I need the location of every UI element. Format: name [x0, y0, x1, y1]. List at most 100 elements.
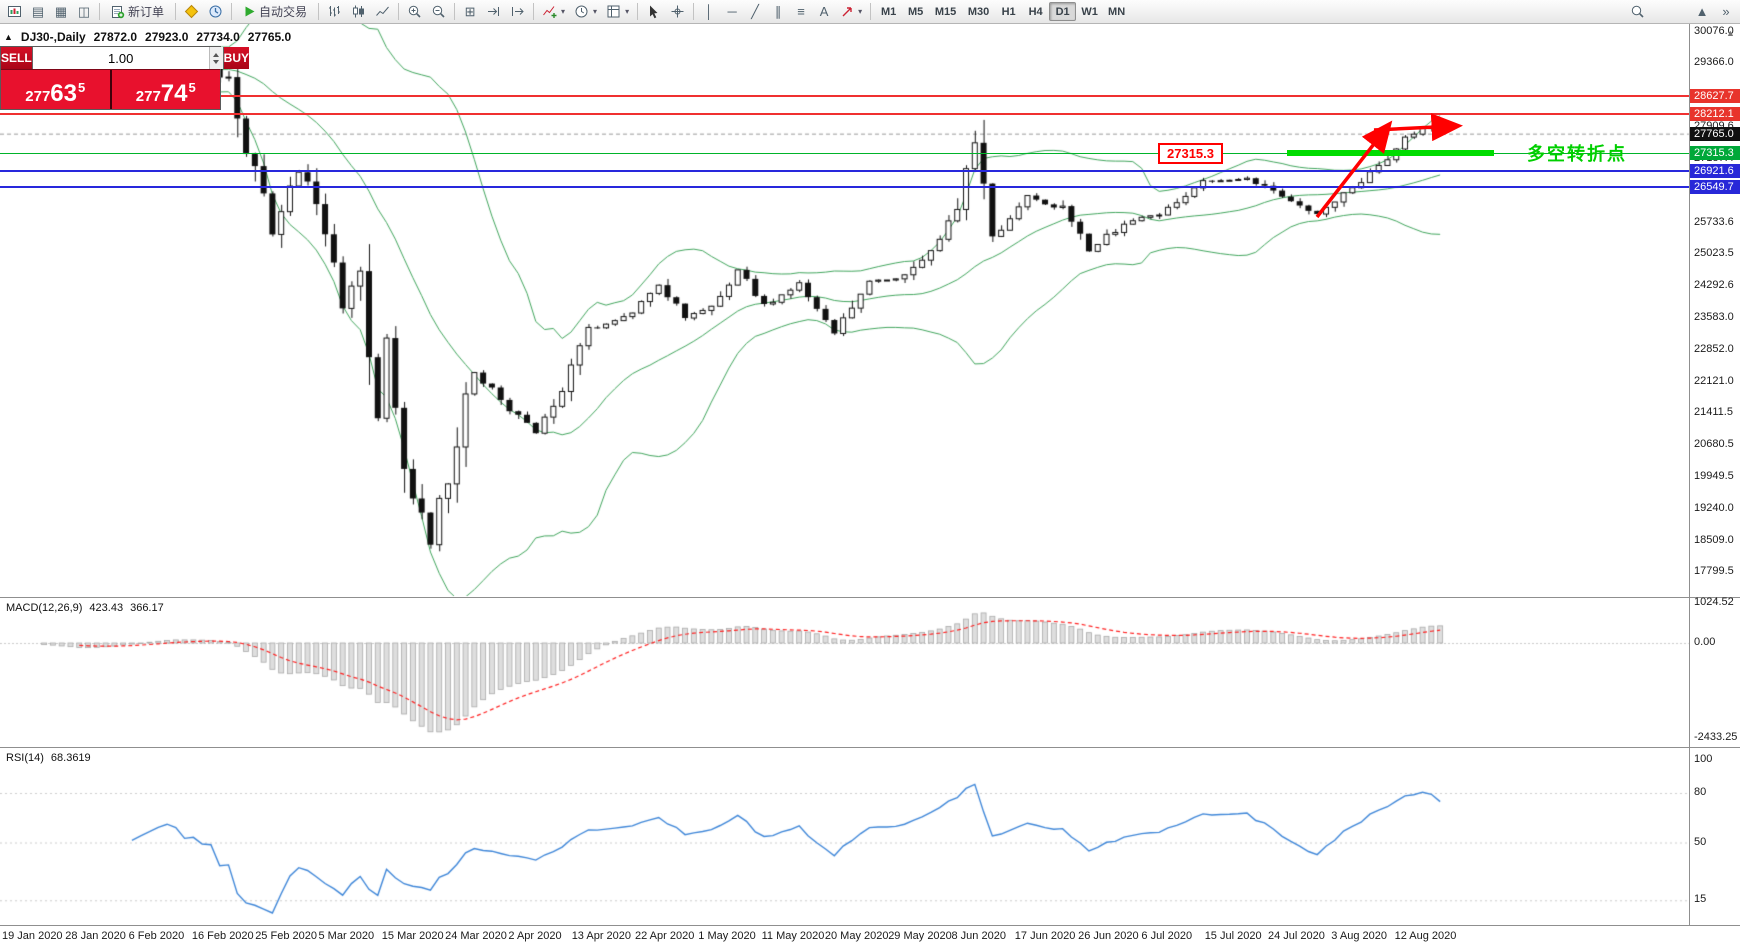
tile-windows-button[interactable]: ⊞ [459, 1, 481, 22]
templates-button[interactable]: ▾ [602, 1, 633, 22]
date-axis-label[interactable]: 20 May 2020 [824, 930, 889, 942]
date-axis-label[interactable]: 25 Feb 2020 [255, 930, 317, 942]
date-axis-label[interactable]: 8 Jun 2020 [951, 930, 1006, 942]
market-watch-button[interactable]: ▦ [50, 1, 72, 22]
macd-rsi-separator[interactable] [0, 747, 1740, 748]
date-axis-label[interactable]: 6 Jul 2020 [1141, 930, 1193, 942]
buy-price[interactable]: 277 74 5 [112, 70, 221, 109]
oct-toggle-icon[interactable]: ▲ [4, 32, 13, 42]
date-axis-label[interactable]: 26 Jun 2020 [1078, 930, 1139, 942]
indicators-button[interactable]: ▾ [538, 1, 569, 22]
new-order-button[interactable]: 新订单 [104, 1, 171, 22]
date-axis-label[interactable]: 24 Jul 2020 [1268, 930, 1325, 942]
volume-up-icon[interactable] [213, 52, 220, 57]
symbol-label: DJ30-,Daily [20, 30, 86, 44]
sell-price[interactable]: 277 63 5 [1, 70, 112, 109]
date-axis-label[interactable]: 2 Apr 2020 [508, 930, 562, 942]
horizontal-level-28212.1[interactable] [0, 112, 1689, 115]
line-chart-button[interactable] [371, 1, 394, 22]
timeframe-mn-button[interactable]: MN [1103, 2, 1130, 21]
fibonacci-button[interactable]: ≡ [790, 1, 812, 22]
date-axis-label[interactable]: 5 Mar 2020 [318, 930, 375, 942]
horizontal-line-button[interactable]: ─ [721, 1, 743, 22]
chart-window[interactable]: ▲ ▲ DJ30-,Daily 27872.0 27923.0 27734.0 … [0, 24, 1740, 949]
date-axis-label[interactable]: 17 Jun 2020 [1014, 930, 1076, 942]
date-axis-label[interactable]: 15 Jul 2020 [1204, 930, 1262, 942]
main-macd-separator[interactable] [0, 597, 1740, 598]
price-axis-tick: 21411.5 [1694, 406, 1733, 419]
date-axis-label[interactable]: 15 Mar 2020 [381, 930, 444, 942]
channel-button[interactable]: ∥ [767, 1, 789, 22]
data-window-icon: ◫ [77, 4, 91, 19]
candlestick-chart-button[interactable] [347, 1, 370, 22]
date-axis-label[interactable]: 28 Jan 2020 [65, 930, 126, 942]
date-axis-label[interactable]: 13 Apr 2020 [571, 930, 632, 942]
date-axis-label[interactable]: 24 Mar 2020 [445, 930, 507, 942]
date-axis-label[interactable]: 22 Apr 2020 [635, 930, 695, 942]
timeframe-h4-button[interactable]: H4 [1022, 2, 1049, 21]
price-axis-tick: 23583.0 [1694, 310, 1734, 323]
toolbar-overflow-button[interactable]: » [1715, 1, 1737, 22]
market-watch-icon: ▦ [54, 4, 68, 19]
support-zone-line[interactable] [1287, 150, 1494, 157]
arrows-tool-button[interactable]: ▾ [836, 1, 866, 22]
horizontal-level-26549.7[interactable] [0, 186, 1689, 189]
horizontal-level-26921.6[interactable] [0, 169, 1689, 172]
sell-button[interactable]: SELL [1, 47, 32, 69]
new-chart-button[interactable] [3, 1, 26, 22]
price-axis-tick: 19240.0 [1694, 501, 1734, 514]
toolbar-separator [693, 3, 695, 20]
macd-axis-tick: 0.00 [1694, 636, 1716, 648]
timeframe-m1-button[interactable]: M1 [875, 2, 902, 21]
date-axis-label[interactable]: 1 May 2020 [698, 930, 756, 942]
zoom-in-button[interactable] [403, 1, 426, 22]
date-axis-label[interactable]: 19 Jan 2020 [2, 930, 63, 942]
date-axis-label[interactable]: 16 Feb 2020 [191, 930, 254, 942]
text-tool-button[interactable]: A [813, 1, 835, 22]
bar-chart-button[interactable] [323, 1, 346, 22]
volume-down-icon[interactable] [213, 59, 220, 64]
timeframe-w1-button[interactable]: W1 [1076, 2, 1103, 21]
autotrading-button[interactable]: 自动交易 [236, 1, 314, 22]
horizontal-level-27315.3[interactable] [0, 152, 1689, 154]
periods-button[interactable]: ▾ [570, 1, 601, 22]
volume-spinner[interactable] [208, 47, 223, 69]
channel-icon: ∥ [774, 4, 782, 19]
timeframe-m30-button[interactable]: M30 [962, 2, 995, 21]
toolbar-dock-button[interactable]: ▲ [1691, 1, 1713, 22]
date-axis-label[interactable]: 3 Aug 2020 [1331, 930, 1387, 942]
zoom-out-button[interactable] [427, 1, 450, 22]
crosshair-button[interactable] [666, 1, 689, 22]
date-axis-label[interactable]: 11 May 2020 [761, 930, 825, 942]
buy-button[interactable]: BUY [223, 47, 250, 69]
vertical-line-button[interactable]: │ [698, 1, 720, 22]
data-window-button[interactable]: ◫ [73, 1, 95, 22]
timeframe-m5-button[interactable]: M5 [902, 2, 929, 21]
dropdown-icon: ▾ [858, 7, 863, 16]
date-axis-label[interactable]: 12 Aug 2020 [1394, 930, 1457, 942]
price-axis-tick: 17799.5 [1694, 565, 1734, 577]
volume-input[interactable] [32, 47, 209, 69]
profiles-button[interactable]: ▤ [27, 1, 49, 22]
timeframe-h1-button[interactable]: H1 [995, 2, 1022, 21]
trendline-button[interactable]: ╱ [744, 1, 766, 22]
timeframe-d1-button[interactable]: D1 [1049, 2, 1077, 21]
date-axis-label[interactable]: 6 Feb 2020 [128, 930, 185, 942]
metaeditor-button[interactable] [180, 1, 203, 22]
metaeditor-icon [184, 4, 199, 19]
timeframe-m15-button[interactable]: M15 [929, 2, 962, 21]
rsi-name: RSI(14) [6, 752, 44, 764]
auto-scroll-button[interactable] [482, 1, 505, 22]
level-annotation-box[interactable]: 27315.3 [1158, 143, 1223, 164]
turning-point-annotation[interactable]: 多空转折点 [1527, 144, 1627, 164]
search-button[interactable] [1626, 1, 1649, 22]
price-chart-canvas[interactable] [0, 24, 1740, 949]
chart-shift-button[interactable] [506, 1, 529, 22]
history-center-button[interactable] [204, 1, 227, 22]
cursor-button[interactable] [642, 1, 665, 22]
date-axis-label[interactable]: 29 May 2020 [888, 930, 952, 942]
autotrading-play-icon [245, 6, 255, 17]
rsi-axis-tick: 50 [1694, 835, 1707, 848]
horizontal-level-28627.7[interactable] [0, 94, 1689, 97]
candlestick-chart-icon [353, 5, 365, 18]
